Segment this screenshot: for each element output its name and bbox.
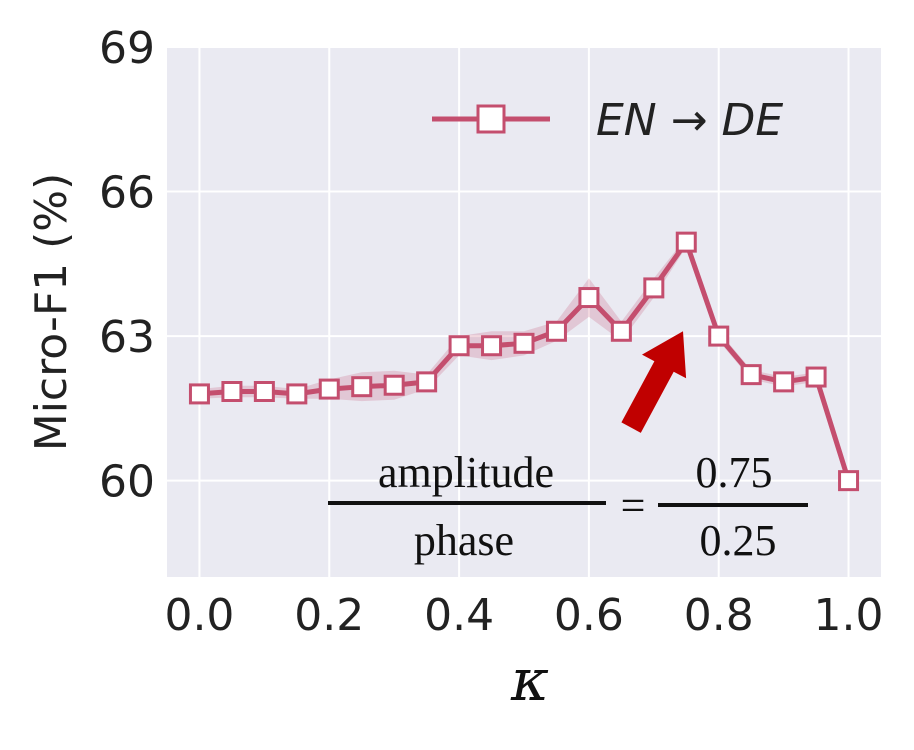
data-point-marker (416, 371, 438, 393)
formula-numerator-left: amplitude (378, 448, 554, 497)
data-point-marker (610, 320, 632, 342)
data-point-marker (383, 374, 405, 396)
x-tick-label: 0.6 (554, 590, 624, 641)
formula-equals: = (621, 481, 646, 530)
legend-marker (476, 104, 506, 134)
data-point-marker (253, 381, 275, 402)
data-point-marker (708, 325, 730, 347)
formula-denominator-right: 0.25 (700, 516, 777, 565)
data-point-marker (481, 335, 503, 357)
arrow-shape (621, 331, 687, 433)
legend: EN → DE (432, 95, 783, 146)
y-tick-labels: 60 63 66 69 (99, 23, 155, 508)
data-point-marker (773, 371, 795, 393)
y-tick-label: 69 (99, 23, 155, 74)
data-point-marker (448, 335, 470, 357)
data-point-marker (675, 231, 697, 253)
data-point-marker (318, 378, 340, 400)
data-point-marker (545, 320, 567, 342)
x-tick-label: 1.0 (814, 590, 884, 641)
data-point-marker (838, 470, 860, 492)
data-point-marker (513, 332, 535, 354)
red-arrow-annotation (621, 331, 687, 433)
data-point-marker (578, 287, 600, 309)
y-axis-label: Micro-F1 (%) (26, 173, 77, 452)
x-tick-label: 0.2 (294, 590, 364, 641)
series-markers (188, 231, 860, 492)
data-point-marker (805, 366, 827, 388)
data-point-marker (740, 364, 762, 386)
data-point-marker (351, 376, 373, 398)
data-point-marker (221, 381, 243, 402)
formula-denominator-left: phase (414, 516, 514, 565)
x-tick-label: 0.4 (424, 590, 494, 641)
legend-label: EN → DE (596, 95, 783, 146)
y-tick-label: 63 (99, 312, 155, 363)
y-tick-label: 66 (99, 168, 155, 219)
data-point-marker (286, 383, 308, 405)
x-tick-labels: 0.0 0.2 0.4 0.6 0.8 1.0 (164, 590, 883, 641)
y-tick-label: 60 (99, 457, 155, 508)
x-tick-label: 0.8 (684, 590, 754, 641)
x-axis-label: κ (510, 646, 549, 714)
formula-annotation: amplitude phase = 0.75 0.25 (328, 448, 808, 565)
grid (167, 46, 881, 577)
x-tick-label: 0.0 (164, 590, 234, 641)
data-point-marker (188, 383, 210, 405)
formula-numerator-right: 0.75 (696, 448, 773, 497)
plot-background (167, 47, 881, 577)
data-point-marker (643, 277, 665, 299)
